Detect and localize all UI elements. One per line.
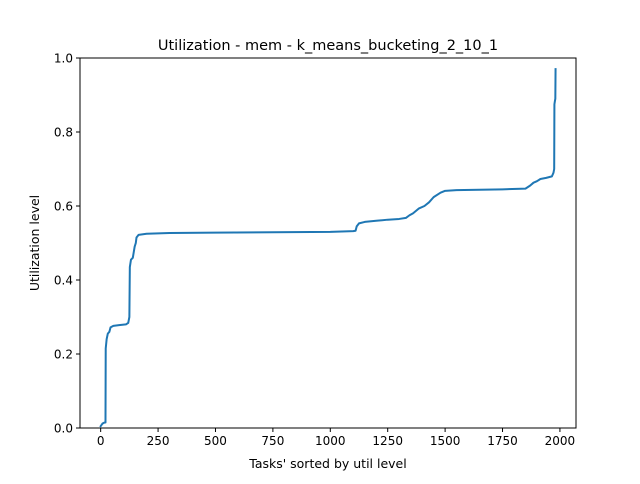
y-tick-label: 1.0: [54, 52, 73, 66]
y-axis-label: Utilization level: [27, 195, 42, 291]
x-tick-label: 250: [147, 434, 170, 448]
series-line-0: [99, 68, 557, 428]
x-tick-label: 1500: [430, 434, 461, 448]
y-axis: 0.0 0.2 0.4 0.6 0.8 1.0: [54, 52, 80, 436]
y-tick-label: 0.0: [54, 422, 73, 436]
x-tick-label: 1250: [372, 434, 403, 448]
y-tick-label: 0.8: [54, 126, 73, 140]
y-tick-label: 0.2: [54, 348, 73, 362]
x-axis-label: Tasks' sorted by util level: [248, 456, 406, 471]
x-tick-label: 1000: [315, 434, 346, 448]
x-tick-label: 2000: [545, 434, 576, 448]
chart-title: Utilization - mem - k_means_bucketing_2_…: [158, 38, 498, 54]
y-tick-label: 0.4: [54, 274, 73, 288]
x-axis: 0 250 500 750 1000 1250 1500 1750 2000: [97, 428, 575, 448]
y-tick-label: 0.6: [54, 200, 73, 214]
x-tick-label: 1750: [487, 434, 518, 448]
plot-area: [99, 68, 557, 428]
x-tick-label: 500: [204, 434, 227, 448]
x-tick-label: 750: [261, 434, 284, 448]
axes-frame: [79, 57, 577, 429]
x-tick-label: 0: [97, 434, 105, 448]
